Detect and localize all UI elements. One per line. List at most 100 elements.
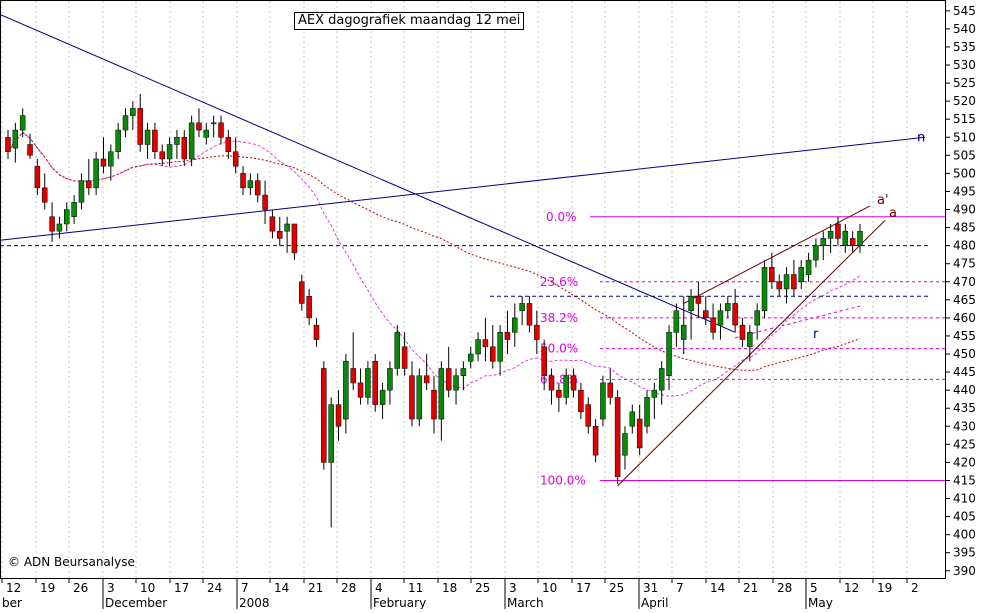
candle-up: [798, 267, 804, 283]
moving-average-long: [7, 131, 861, 371]
y-tick-label: 490: [953, 203, 976, 217]
y-tick-label: 455: [953, 329, 976, 343]
candle-down: [49, 216, 55, 232]
y-tick-label: 540: [953, 22, 976, 36]
y-tick-label: 435: [953, 401, 976, 415]
candle-up: [416, 375, 423, 420]
candle-down: [534, 324, 540, 340]
fibonacci-label: 0.0%: [546, 210, 577, 224]
candle-down: [578, 389, 584, 413]
candle-down: [291, 223, 298, 254]
candle-down: [570, 375, 577, 391]
y-tick-label: 395: [953, 546, 976, 560]
candle-up: [64, 209, 70, 225]
candle-up: [460, 368, 467, 376]
candle-up: [115, 129, 121, 152]
candle-up: [203, 129, 210, 138]
y-tick-label: 425: [953, 437, 976, 451]
y-tick-label: 520: [953, 94, 976, 108]
x-month-label: 2008: [239, 596, 270, 609]
fibonacci-label: 23.6%: [540, 275, 578, 289]
y-tick-label: 465: [953, 293, 976, 307]
candle-down: [262, 194, 268, 210]
x-month-label: ber: [2, 596, 22, 609]
x-month-label: December: [105, 596, 167, 609]
x-tick-label: 31: [643, 581, 658, 595]
candle-up: [747, 332, 753, 348]
candle-up: [783, 274, 790, 290]
x-tick-label: 5: [810, 581, 818, 595]
candle-down: [849, 238, 856, 246]
candle-up: [210, 122, 217, 125]
x-month-label: February: [373, 596, 426, 609]
candle-up: [174, 137, 180, 145]
trendline-label: a': [877, 193, 889, 208]
trendline-r-support: [735, 304, 864, 339]
y-tick-label: 450: [953, 347, 976, 361]
candle-down: [791, 274, 797, 290]
candle-down: [401, 346, 408, 369]
candle-up: [365, 368, 371, 398]
x-tick-label: 3: [509, 581, 517, 595]
x-tick-label: 18: [442, 581, 457, 595]
y-tick-label: 525: [953, 76, 976, 90]
candle-down: [350, 368, 356, 384]
candle-down: [86, 180, 92, 189]
x-tick-label: 28: [341, 581, 356, 595]
candle-down: [313, 324, 320, 340]
x-tick-label: 4: [375, 581, 383, 595]
x-month-label: March: [507, 596, 544, 609]
candle-up: [379, 389, 386, 405]
candle-up: [725, 303, 731, 311]
y-tick-label: 485: [953, 221, 976, 235]
candle-down: [357, 382, 364, 398]
candle-down: [710, 317, 716, 333]
candle-down: [159, 151, 165, 160]
candle-down: [34, 165, 41, 189]
candle-down: [556, 389, 562, 398]
candle-up: [387, 368, 393, 391]
candle-down: [181, 137, 188, 160]
candle-down: [372, 361, 378, 405]
x-tick-label: 12: [6, 581, 21, 595]
trendline-a: [617, 220, 886, 487]
candle-up: [122, 115, 129, 131]
candle-down: [732, 303, 738, 326]
x-tick-label: 25: [609, 581, 624, 595]
x-tick-label: 25: [475, 581, 490, 595]
y-tick-label: 460: [953, 311, 976, 325]
y-tick-label: 505: [953, 148, 976, 162]
x-tick-label: 14: [710, 581, 725, 595]
candle-up: [688, 295, 694, 311]
x-tick-label: 19: [877, 581, 892, 595]
candle-down: [321, 368, 327, 463]
candle-down: [776, 281, 782, 290]
y-tick-label: 420: [953, 455, 976, 469]
candle-down: [254, 180, 261, 196]
candle-down: [835, 223, 841, 239]
candle-down: [695, 295, 702, 304]
candle-up: [19, 115, 26, 131]
y-tick-label: 405: [953, 510, 976, 524]
x-tick-label: 14: [274, 581, 289, 595]
y-tick-label: 445: [953, 365, 976, 379]
candle-up: [754, 310, 760, 326]
y-tick-label: 515: [953, 112, 976, 126]
x-tick-label: 17: [576, 581, 591, 595]
candle-down: [703, 310, 709, 319]
y-tick-label: 510: [953, 130, 976, 144]
candle-down: [482, 339, 489, 348]
candle-up: [666, 332, 672, 376]
x-tick-label: 21: [308, 581, 323, 595]
x-tick-label: 12: [844, 581, 859, 595]
trendline-label: a: [889, 206, 897, 221]
candle-down: [548, 375, 555, 391]
candle-up: [144, 129, 151, 145]
candle-up: [475, 339, 481, 355]
candle-up: [651, 389, 658, 398]
candle-down: [526, 303, 533, 326]
candle-up: [166, 144, 173, 160]
candle-down: [335, 404, 342, 427]
candle-down: [269, 216, 276, 232]
